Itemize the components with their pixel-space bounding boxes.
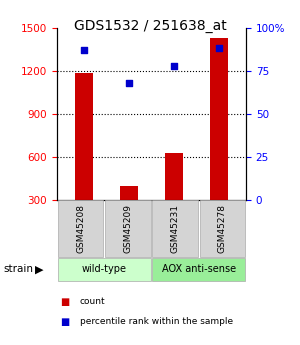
Text: percentile rank within the sample: percentile rank within the sample <box>80 317 232 326</box>
Text: ■: ■ <box>60 317 69 326</box>
Point <box>217 46 221 51</box>
Point <box>172 63 176 68</box>
Text: ▶: ▶ <box>34 265 43 274</box>
Text: ■: ■ <box>60 297 69 307</box>
Text: GSM45231: GSM45231 <box>171 204 180 253</box>
Text: strain: strain <box>3 265 33 274</box>
Bar <box>75 73 93 243</box>
Point <box>82 47 86 53</box>
Point <box>127 80 131 86</box>
Bar <box>210 38 228 243</box>
Text: GSM45209: GSM45209 <box>123 204 132 253</box>
Text: count: count <box>80 297 105 306</box>
Text: wild-type: wild-type <box>82 265 127 274</box>
Text: GSM45208: GSM45208 <box>76 204 85 253</box>
Bar <box>165 152 183 243</box>
Text: AOX anti-sense: AOX anti-sense <box>162 265 236 274</box>
Bar <box>120 186 138 243</box>
Text: GDS1532 / 251638_at: GDS1532 / 251638_at <box>74 19 226 33</box>
Text: GSM45278: GSM45278 <box>218 204 227 253</box>
